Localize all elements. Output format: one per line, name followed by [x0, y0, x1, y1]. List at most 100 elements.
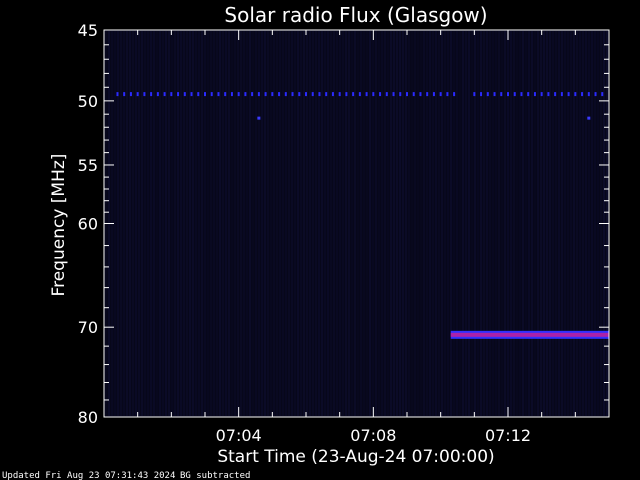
- noise-streak: [378, 31, 380, 416]
- noise-streak: [486, 31, 488, 416]
- noise-streak: [474, 31, 476, 416]
- noise-streak: [252, 31, 254, 416]
- noise-streak: [531, 31, 533, 416]
- noise-streak: [345, 31, 347, 416]
- noise-streak: [549, 31, 551, 416]
- band-dot: [406, 92, 408, 97]
- band-dot: [372, 92, 375, 97]
- noise-streak: [171, 31, 173, 416]
- band-dot: [379, 92, 382, 97]
- noise-streak: [375, 31, 377, 416]
- noise-streak: [213, 31, 215, 416]
- noise-streak: [519, 31, 521, 416]
- noise-streak: [528, 31, 530, 416]
- band-dot: [251, 92, 254, 97]
- y-tick-label: 60: [78, 215, 98, 234]
- noise-streak: [396, 31, 398, 416]
- noise-streak: [279, 31, 281, 416]
- band-dot: [204, 92, 206, 97]
- noise-streak: [210, 31, 212, 416]
- noise-streak: [342, 31, 344, 416]
- noise-streak: [291, 31, 293, 416]
- x-axis: 07:04 07:08 07:12: [103, 30, 610, 445]
- noise-streak: [249, 31, 251, 416]
- band-dot: [237, 92, 240, 97]
- noise-streak: [207, 31, 209, 416]
- noise-streak: [312, 31, 314, 416]
- band-dot: [318, 92, 321, 97]
- noise-streak: [450, 31, 452, 416]
- noise-streak: [186, 31, 188, 416]
- noise-streak: [351, 31, 353, 416]
- noise-streak: [465, 31, 467, 416]
- x-tick-label: 07:04: [216, 426, 262, 445]
- noise-streak: [288, 31, 290, 416]
- noise-streak: [201, 31, 203, 416]
- noise-streak: [348, 31, 350, 416]
- noise-streak: [150, 31, 152, 416]
- x-axis-label: Start Time (23-Aug-24 07:00:00): [217, 447, 494, 467]
- band-dot: [129, 92, 132, 97]
- plot-background: [104, 30, 609, 417]
- noise-streak: [381, 31, 383, 416]
- band-dot: [513, 92, 516, 97]
- band-dot: [271, 92, 274, 97]
- band-dot: [486, 92, 489, 97]
- band-dot: [183, 92, 186, 97]
- noise-streak: [267, 31, 269, 416]
- band-dot: [500, 92, 503, 97]
- noise-streak: [258, 31, 260, 416]
- noise-streak: [471, 31, 473, 416]
- noise-streak: [585, 31, 587, 416]
- noise-streak: [129, 31, 131, 416]
- noise-streak: [501, 31, 503, 416]
- y-tick-label: 45: [78, 21, 98, 40]
- band-dot: [480, 92, 483, 97]
- noise-streak: [588, 31, 590, 416]
- noise-streak: [555, 31, 557, 416]
- noise-streak: [411, 31, 413, 416]
- noise-streak: [192, 31, 194, 416]
- band-dot: [257, 92, 260, 97]
- band-dot: [419, 92, 422, 97]
- noise-streak: [510, 31, 512, 416]
- noise-streak: [414, 31, 416, 416]
- noise-streak: [579, 31, 581, 416]
- noise-streak: [255, 31, 257, 416]
- noise-streak: [165, 31, 167, 416]
- noise-streak: [333, 31, 335, 416]
- noise-streak: [315, 31, 317, 416]
- noise-streak: [339, 31, 341, 416]
- noise-streak: [141, 31, 143, 416]
- noise-streak: [432, 31, 434, 416]
- signal-dot: [587, 116, 591, 120]
- noise-streak: [423, 31, 425, 416]
- band-dot: [305, 92, 307, 97]
- noise-streak: [540, 31, 542, 416]
- noise-streak: [507, 31, 509, 416]
- band-dot: [284, 92, 287, 97]
- noise-streak: [516, 31, 518, 416]
- band-dot: [170, 92, 173, 97]
- band-dot: [392, 92, 395, 97]
- noise-streak: [534, 31, 536, 416]
- noise-streak: [243, 31, 245, 416]
- y-tick-label: 50: [78, 92, 98, 111]
- noise-streak: [363, 31, 365, 416]
- noise-streak: [552, 31, 554, 416]
- x-tick-label: 07:12: [485, 426, 531, 445]
- band-dot: [594, 92, 597, 97]
- noise-streak: [417, 31, 419, 416]
- noise-streak: [366, 31, 368, 416]
- noise-streak: [180, 31, 182, 416]
- noise-streak: [198, 31, 200, 416]
- band-dot: [345, 92, 348, 97]
- band-dot: [163, 92, 166, 97]
- noise-streak: [462, 31, 464, 416]
- noise-streak: [597, 31, 599, 416]
- noise-streak: [147, 31, 149, 416]
- band-dot: [278, 92, 281, 97]
- noise-streak: [183, 31, 185, 416]
- noise-streak: [297, 31, 299, 416]
- band-dot: [338, 92, 341, 97]
